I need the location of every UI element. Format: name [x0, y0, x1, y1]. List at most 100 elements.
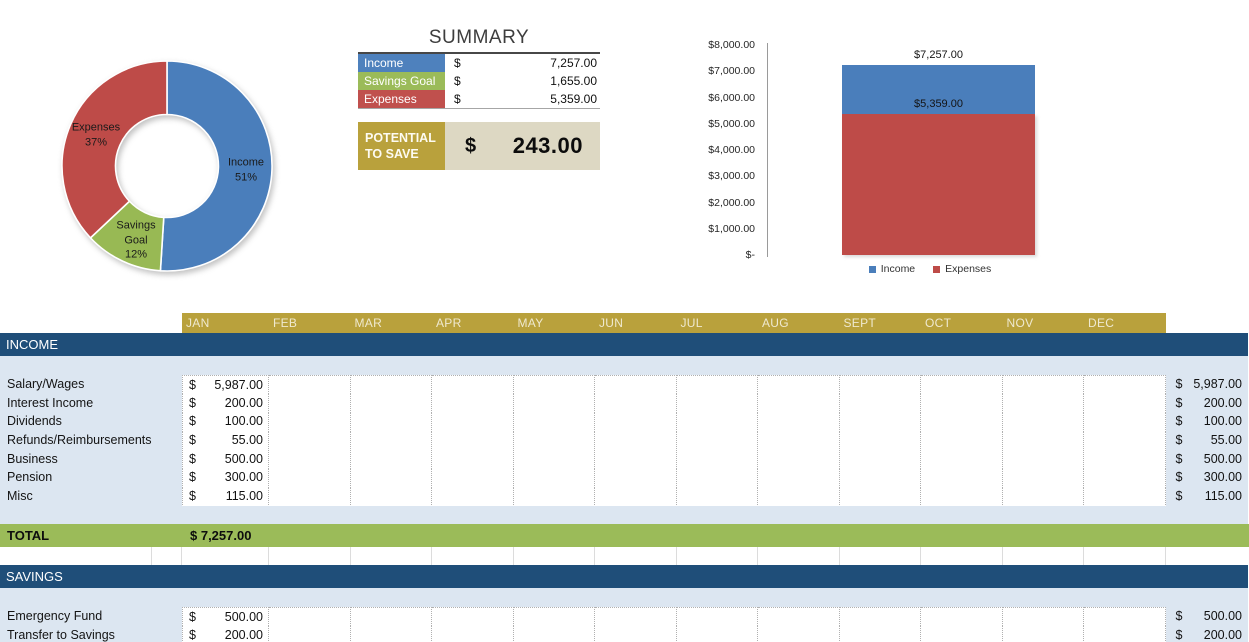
cell-dividends-nov[interactable]	[1002, 412, 1084, 433]
cell-emergency-fund-feb[interactable]	[269, 606, 351, 628]
cell-transfer-to-savings-mar[interactable]	[350, 625, 432, 642]
cell-business-nov[interactable]	[1002, 449, 1084, 470]
cell-emergency-fund-jul[interactable]	[676, 606, 758, 628]
cell-pension-jun[interactable]	[595, 468, 677, 489]
cell-salary-wages-sept[interactable]	[839, 375, 921, 396]
cell-dividends-sept[interactable]	[839, 412, 921, 433]
cell-salary-wages-dec[interactable]	[1084, 375, 1166, 396]
cell-transfer-to-savings-apr[interactable]	[432, 625, 514, 642]
cell-misc-may[interactable]	[513, 487, 595, 507]
cell-misc-jan[interactable]: $115.00	[182, 487, 269, 507]
cell-refunds-reimbursements-sept[interactable]	[839, 431, 921, 451]
cell-transfer-to-savings-jul[interactable]	[676, 625, 758, 642]
cell-salary-wages-jun[interactable]	[595, 375, 677, 396]
cell-pension-mar[interactable]	[350, 468, 432, 489]
cell-transfer-to-savings-jan[interactable]: $200.00	[182, 625, 269, 642]
cell-dividends-oct[interactable]	[921, 412, 1003, 433]
cell-refunds-reimbursements-mar[interactable]	[350, 431, 432, 451]
cell-salary-wages-jul[interactable]	[676, 375, 758, 396]
cell-refunds-reimbursements-jun[interactable]	[595, 431, 677, 451]
cell-dividends-may[interactable]	[513, 412, 595, 433]
cell-transfer-to-savings-may[interactable]	[513, 625, 595, 642]
cell-dividends-apr[interactable]	[432, 412, 514, 433]
cell-interest-income-dec[interactable]	[1084, 393, 1166, 414]
cell-emergency-fund-aug[interactable]	[758, 606, 840, 628]
cell-salary-wages-mar[interactable]	[350, 375, 432, 396]
cell-transfer-to-savings-feb[interactable]	[269, 625, 351, 642]
cell-salary-wages-apr[interactable]	[432, 375, 514, 396]
cell-refunds-reimbursements-feb[interactable]	[269, 431, 351, 451]
cell-pension-oct[interactable]	[921, 468, 1003, 489]
cell-misc-jul[interactable]	[676, 487, 758, 507]
cell-refunds-reimbursements-oct[interactable]	[921, 431, 1003, 451]
cell-dividends-jan[interactable]: $100.00	[182, 412, 269, 433]
cell-dividends-dec[interactable]	[1084, 412, 1166, 433]
cell-dividends-aug[interactable]	[758, 412, 840, 433]
cell-interest-income-jan[interactable]: $200.00	[182, 393, 269, 414]
cell-misc-oct[interactable]	[921, 487, 1003, 507]
cell-emergency-fund-sept[interactable]	[839, 606, 921, 628]
cell-business-dec[interactable]	[1084, 449, 1166, 470]
cell-interest-income-oct[interactable]	[921, 393, 1003, 414]
cell-pension-nov[interactable]	[1002, 468, 1084, 489]
cell-interest-income-aug[interactable]	[758, 393, 840, 414]
cell-interest-income-sept[interactable]	[839, 393, 921, 414]
cell-pension-jan[interactable]: $300.00	[182, 468, 269, 489]
cell-transfer-to-savings-oct[interactable]	[921, 625, 1003, 642]
cell-misc-apr[interactable]	[432, 487, 514, 507]
cell-interest-income-may[interactable]	[513, 393, 595, 414]
cell-salary-wages-may[interactable]	[513, 375, 595, 396]
cell-refunds-reimbursements-apr[interactable]	[432, 431, 514, 451]
cell-refunds-reimbursements-aug[interactable]	[758, 431, 840, 451]
cell-business-may[interactable]	[513, 449, 595, 470]
cell-emergency-fund-jun[interactable]	[595, 606, 677, 628]
cell-pension-dec[interactable]	[1084, 468, 1166, 489]
cell-interest-income-apr[interactable]	[432, 393, 514, 414]
cell-misc-jun[interactable]	[595, 487, 677, 507]
cell-misc-aug[interactable]	[758, 487, 840, 507]
cell-refunds-reimbursements-jul[interactable]	[676, 431, 758, 451]
cell-transfer-to-savings-jun[interactable]	[595, 625, 677, 642]
cell-business-jul[interactable]	[676, 449, 758, 470]
cell-interest-income-mar[interactable]	[350, 393, 432, 414]
cell-pension-jul[interactable]	[676, 468, 758, 489]
cell-emergency-fund-may[interactable]	[513, 606, 595, 628]
cell-salary-wages-feb[interactable]	[269, 375, 351, 396]
cell-transfer-to-savings-sept[interactable]	[839, 625, 921, 642]
cell-emergency-fund-dec[interactable]	[1084, 606, 1166, 628]
cell-refunds-reimbursements-nov[interactable]	[1002, 431, 1084, 451]
cell-misc-dec[interactable]	[1084, 487, 1166, 507]
cell-dividends-jun[interactable]	[595, 412, 677, 433]
cell-dividends-jul[interactable]	[676, 412, 758, 433]
cell-business-apr[interactable]	[432, 449, 514, 470]
cell-business-aug[interactable]	[758, 449, 840, 470]
cell-business-jun[interactable]	[595, 449, 677, 470]
cell-misc-nov[interactable]	[1002, 487, 1084, 507]
cell-emergency-fund-nov[interactable]	[1002, 606, 1084, 628]
cell-misc-feb[interactable]	[269, 487, 351, 507]
cell-refunds-reimbursements-may[interactable]	[513, 431, 595, 451]
cell-misc-mar[interactable]	[350, 487, 432, 507]
cell-pension-feb[interactable]	[269, 468, 351, 489]
cell-emergency-fund-jan[interactable]: $500.00	[182, 606, 269, 628]
cell-interest-income-jun[interactable]	[595, 393, 677, 414]
cell-business-feb[interactable]	[269, 449, 351, 470]
cell-dividends-feb[interactable]	[269, 412, 351, 433]
cell-pension-may[interactable]	[513, 468, 595, 489]
cell-interest-income-nov[interactable]	[1002, 393, 1084, 414]
cell-business-oct[interactable]	[921, 449, 1003, 470]
cell-pension-sept[interactable]	[839, 468, 921, 489]
cell-pension-aug[interactable]	[758, 468, 840, 489]
cell-salary-wages-aug[interactable]	[758, 375, 840, 396]
cell-salary-wages-oct[interactable]	[921, 375, 1003, 396]
cell-business-jan[interactable]: $500.00	[182, 449, 269, 470]
cell-refunds-reimbursements-dec[interactable]	[1084, 431, 1166, 451]
cell-dividends-mar[interactable]	[350, 412, 432, 433]
cell-transfer-to-savings-nov[interactable]	[1002, 625, 1084, 642]
cell-business-sept[interactable]	[839, 449, 921, 470]
cell-refunds-reimbursements-jan[interactable]: $55.00	[182, 431, 269, 451]
cell-interest-income-jul[interactable]	[676, 393, 758, 414]
cell-pension-apr[interactable]	[432, 468, 514, 489]
cell-transfer-to-savings-dec[interactable]	[1084, 625, 1166, 642]
cell-interest-income-feb[interactable]	[269, 393, 351, 414]
